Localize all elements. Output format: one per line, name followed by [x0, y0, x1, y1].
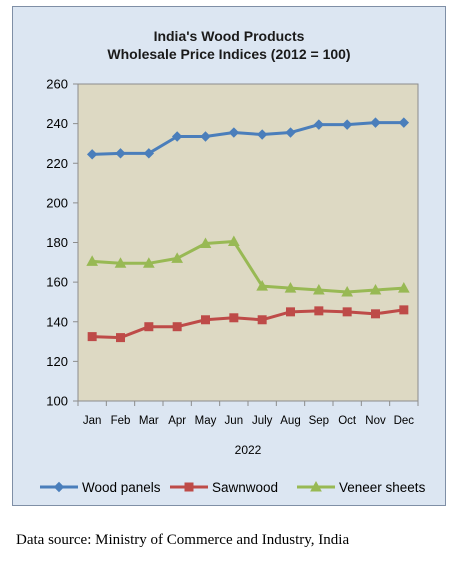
x-tick-label: Sep [309, 415, 329, 427]
x-tick-label: Oct [338, 415, 357, 427]
data-point [227, 235, 240, 247]
data-point [314, 306, 324, 316]
legend-label: Wood panels [82, 480, 161, 495]
data-point [144, 322, 154, 332]
data-point [86, 255, 99, 266]
x-tick-label: Mar [139, 415, 159, 427]
data-point [398, 117, 410, 128]
data-point [313, 119, 325, 130]
data-point [312, 284, 325, 295]
data-point [371, 309, 380, 319]
data-point [369, 284, 382, 295]
data-point [86, 149, 98, 160]
data-point [114, 257, 127, 268]
data-point [341, 119, 353, 130]
data-point [172, 322, 182, 332]
x-tick-label: Nov [365, 415, 386, 427]
data-point [228, 127, 240, 138]
data-point [284, 282, 297, 293]
data-source-note: Data source: Ministry of Commerce and In… [16, 532, 350, 548]
y-tick-label: 240 [46, 116, 68, 131]
y-tick-label: 180 [46, 235, 68, 250]
data-point [199, 237, 212, 248]
x-tick-label: Feb [111, 415, 131, 427]
x-tick-label: May [195, 415, 217, 427]
data-point [201, 315, 210, 325]
x-tick-label: July [252, 415, 273, 427]
data-point [53, 481, 65, 493]
series-line [92, 240, 404, 294]
data-point [257, 315, 267, 325]
data-point [142, 257, 155, 268]
data-point [116, 333, 125, 343]
y-tick-label: 220 [46, 156, 68, 171]
x-tick-label: Aug [280, 415, 300, 427]
y-tick-label: 120 [46, 354, 68, 369]
data-point [399, 305, 409, 315]
data-point [115, 148, 126, 159]
data-point [286, 307, 295, 317]
data-point [87, 332, 97, 342]
data-point [285, 127, 296, 138]
y-tick-label: 200 [46, 195, 68, 210]
y-tick-label: 140 [46, 314, 68, 329]
plot-area [77, 83, 419, 402]
data-point [310, 480, 322, 492]
data-point [200, 131, 211, 142]
chart-title-line2: Wholesale Price Indices (2012 = 100) [107, 46, 351, 62]
data-point [342, 307, 352, 317]
series-line [92, 308, 405, 340]
data-point [370, 117, 381, 128]
y-tick-label: 100 [46, 394, 68, 409]
data-point [229, 313, 239, 323]
data-point [256, 280, 269, 291]
data-point [341, 286, 354, 297]
chart-title-line1: India's Wood Products [153, 28, 305, 44]
legend-label: Veneer sheets [339, 480, 426, 495]
data-point [184, 482, 194, 492]
data-point [256, 129, 268, 140]
data-point [171, 131, 183, 142]
y-tick-label: 260 [46, 77, 68, 92]
x-axis-label: 2022 [235, 443, 262, 457]
legend-label: Sawnwood [212, 480, 278, 495]
data-point [397, 282, 410, 293]
line-chart: 100 120 140 160 180 200 220 240 260 Jan Feb Mar Apr M… [40, 77, 426, 495]
x-tick-label: Apr [168, 415, 186, 427]
x-tick-label: Jun [225, 415, 244, 427]
data-point [143, 148, 155, 159]
data-point [171, 252, 184, 263]
x-tick-label: Dec [394, 415, 415, 427]
y-tick-label: 160 [46, 275, 68, 290]
x-tick-label: Jan [83, 415, 102, 427]
